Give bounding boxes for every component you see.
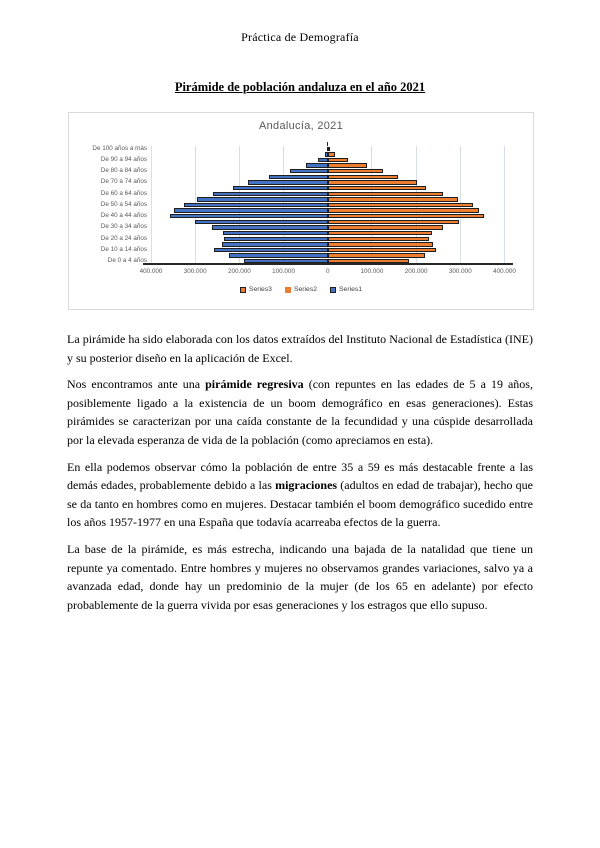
pyramid-bar-right — [327, 230, 432, 236]
pyramid-bar-left — [174, 208, 328, 213]
y-tick-label: De 90 a 94 años — [100, 155, 147, 163]
legend-label: Series2 — [293, 286, 318, 293]
pyramid-bar-left — [221, 242, 328, 247]
pyramid-bar-right — [327, 163, 367, 168]
pyramid-bar-left — [169, 214, 328, 219]
legend-item: Series1 — [330, 286, 362, 293]
gridline — [504, 146, 505, 264]
y-tick-label: De 80 a 84 años — [100, 167, 147, 175]
pyramid-bar-left — [269, 174, 328, 180]
x-axis-line — [143, 263, 513, 265]
pyramid-bar-right — [327, 185, 426, 191]
y-tick-label: De 60 a 64 años — [100, 189, 147, 197]
x-tick-label: 100.000 — [360, 268, 384, 275]
population-pyramid-chart: Andalucía, 2021 De 100 años a más De 90 a… — [68, 112, 534, 310]
pyramid-bar-right — [327, 197, 458, 202]
pyramid-bar-right — [327, 242, 434, 247]
chart-legend: Series3 Series2 Series1 — [69, 286, 533, 293]
pyramid-bar-right — [327, 247, 437, 253]
x-tick-label: 400.000 — [139, 268, 163, 275]
y-tick-label: De 100 años a más — [92, 144, 147, 152]
pyramid-bar-left — [305, 163, 328, 168]
legend-item: Series2 — [284, 286, 318, 293]
y-tick-label: De 40 a 44 años — [100, 212, 147, 220]
text-run: (adultos en edad de trabajar), hecho que… — [67, 478, 533, 530]
pyramid-bar-right — [327, 146, 330, 151]
pyramid-bar-right — [327, 169, 383, 174]
pyramid-bar-right — [327, 202, 473, 208]
pyramid-bar-left — [244, 258, 328, 264]
pyramid-bar-right — [327, 225, 443, 230]
legend-swatch — [239, 286, 246, 293]
x-tick-label: 300.000 — [183, 268, 207, 275]
paragraph: Nos encontramos ante una pirámide regres… — [67, 375, 533, 449]
legend-swatch — [284, 286, 291, 293]
y-tick-label: De 70 a 74 años — [100, 178, 147, 186]
x-tick-label: 300.000 — [448, 268, 472, 275]
x-tick-label: 200.000 — [404, 268, 428, 275]
text-run: La pirámide ha sido elaborada con los da… — [67, 332, 533, 365]
pyramid-bar-right — [327, 258, 410, 264]
pyramid-bar-left — [196, 197, 328, 202]
x-tick-label: 200.000 — [227, 268, 251, 275]
x-tick-label: 400.000 — [493, 268, 516, 275]
doc-title: Pirámide de población andaluza en el año… — [174, 80, 426, 94]
bold-text-run: pirámide regresiva — [205, 377, 304, 392]
pyramid-bar-left — [211, 225, 328, 230]
pyramid-bar-left — [248, 180, 328, 185]
pyramid-bar-right — [327, 191, 443, 196]
doc-header: Práctica de Demografía — [241, 30, 359, 44]
x-tick-label: 100.000 — [272, 268, 295, 275]
legend-label: Series3 — [248, 286, 272, 293]
pyramid-bar-left — [195, 219, 328, 225]
text-run: Nos encontramos ante una — [67, 377, 206, 392]
bold-text-run: migraciones — [275, 478, 338, 493]
chart-title: Andalucía, 2021 — [258, 120, 343, 132]
y-tick-label: De 10 a 14 años — [100, 245, 147, 253]
pyramid-bar-right — [327, 157, 348, 163]
pyramid-bar-right — [327, 180, 417, 185]
pyramid-bar-right — [327, 253, 425, 258]
pyramid-bar-left — [213, 247, 328, 253]
y-tick-label: De 50 a 54 años — [100, 200, 147, 208]
paragraph: La base de la pirámide, es más estrecha,… — [67, 540, 533, 614]
y-tick-label: De 30 a 34 años — [100, 223, 147, 231]
legend-swatch — [330, 286, 337, 293]
pyramid-bar-left — [290, 169, 328, 174]
pyramid-bar-right — [327, 152, 335, 157]
legend-item: Series3 — [239, 286, 272, 293]
text-run: En ella podemos observar cómo la poblaci… — [67, 459, 533, 493]
pyramid-bar-left — [183, 202, 328, 208]
text-run: (con repuntes en las edades de 5 a 19 añ… — [67, 377, 533, 447]
document-body: La pirámide ha sido elaborada con los da… — [67, 330, 533, 622]
pyramid-bar-right — [327, 219, 460, 225]
pyramid-bar-right — [327, 174, 398, 180]
y-tick-label: De 0 a 4 años — [107, 256, 147, 264]
pyramid-bar-right — [327, 236, 430, 241]
x-tick-label: 0 — [325, 268, 330, 275]
chart-plot-area — [143, 142, 513, 265]
pyramid-bar-left — [232, 185, 328, 191]
paragraph: La pirámide ha sido elaborada con los da… — [67, 330, 533, 367]
gridline — [150, 146, 152, 264]
paragraph: En ella podemos observar cómo la poblaci… — [67, 458, 533, 532]
pyramid-bar-left — [212, 191, 328, 196]
pyramid-bar-left — [223, 236, 328, 241]
y-tick-label: De 20 a 24 años — [100, 234, 147, 242]
pyramid-bar-left — [222, 230, 328, 236]
pyramid-bar-right — [327, 214, 484, 219]
pyramid-bar-left — [228, 253, 328, 258]
category-axis-tick — [327, 142, 329, 146]
text-run: La base de la pirámide, es más estrecha,… — [67, 541, 533, 612]
pyramid-bar-left — [324, 152, 328, 157]
pyramid-bar-right — [327, 208, 480, 213]
legend-label: Series1 — [339, 286, 363, 293]
pyramid-bar-left — [318, 157, 328, 163]
